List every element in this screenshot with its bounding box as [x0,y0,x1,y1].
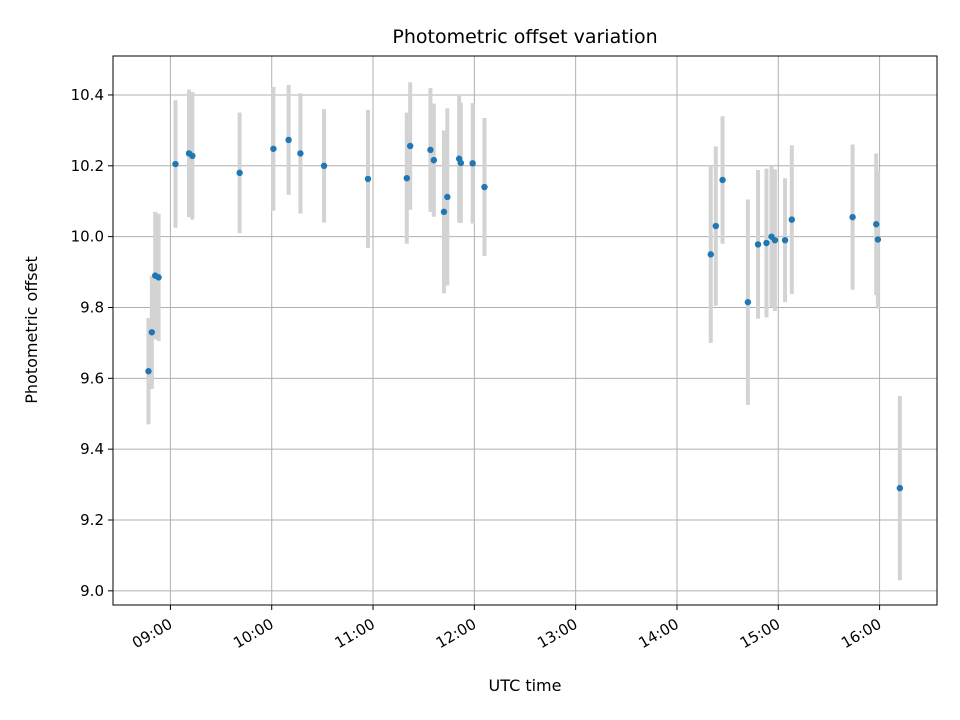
data-point [444,193,451,201]
data-point [320,162,328,169]
data-point [781,236,789,244]
y-tick-label: 10.4 [71,86,104,104]
x-tick-label: 14:00 [636,615,682,652]
y-tick-label: 9.2 [80,511,104,529]
y-tick-label: 9.4 [80,440,104,458]
grid-lines [113,56,937,605]
x-tick-label: 11:00 [332,615,378,652]
data-point [719,176,726,184]
y-tick-label: 9.6 [80,369,104,387]
data-point [364,175,372,183]
data-point [430,156,438,164]
data-point [148,329,156,336]
y-tick-label: 9.8 [80,298,104,316]
data-point [754,241,762,248]
x-tick-label: 10:00 [230,615,276,652]
data-point [236,169,243,177]
data-point [896,484,904,492]
y-axis-ticks: 9.0 9.2 9.4 9.6 9.8 10.0 10.2 10.4 [71,86,113,600]
y-tick-label: 10.0 [71,228,104,246]
data-point [297,150,304,157]
data-point [145,368,152,375]
data-point [849,213,856,221]
data-point [707,251,714,258]
x-tick-label: 09:00 [129,615,175,652]
x-tick-label: 15:00 [737,615,783,652]
data-point [874,236,882,243]
data-point [763,239,770,247]
data-point [270,145,277,152]
data-point [406,142,414,150]
x-tick-label: 16:00 [838,615,884,652]
data-point [155,274,162,281]
chart-title: Photometric offset variation [392,26,657,48]
x-axis-label: UTC time [489,676,562,695]
data-point [172,160,179,168]
data-point [403,174,411,182]
data-point [744,298,752,306]
data-point [873,221,880,228]
data-points [145,136,904,492]
x-tick-label: 13:00 [534,615,580,652]
error-bars [146,82,902,581]
y-tick-label: 10.2 [71,157,104,175]
data-point [457,159,465,167]
data-point [788,216,795,223]
x-tick-label: 12:00 [433,615,479,652]
data-point [189,152,196,160]
data-point [712,222,720,230]
data-point [440,208,448,216]
data-point [481,183,488,191]
x-axis-ticks: 09:00 10:00 11:00 12:00 13:00 14:00 15:00 16:00 [129,605,885,652]
data-point [285,136,292,144]
data-point [469,160,476,167]
plot-frame [112,55,938,606]
y-tick-label: 9.0 [80,582,104,600]
data-point [771,236,779,244]
y-axis-label: Photometric offset [22,256,41,404]
data-point [427,146,434,154]
